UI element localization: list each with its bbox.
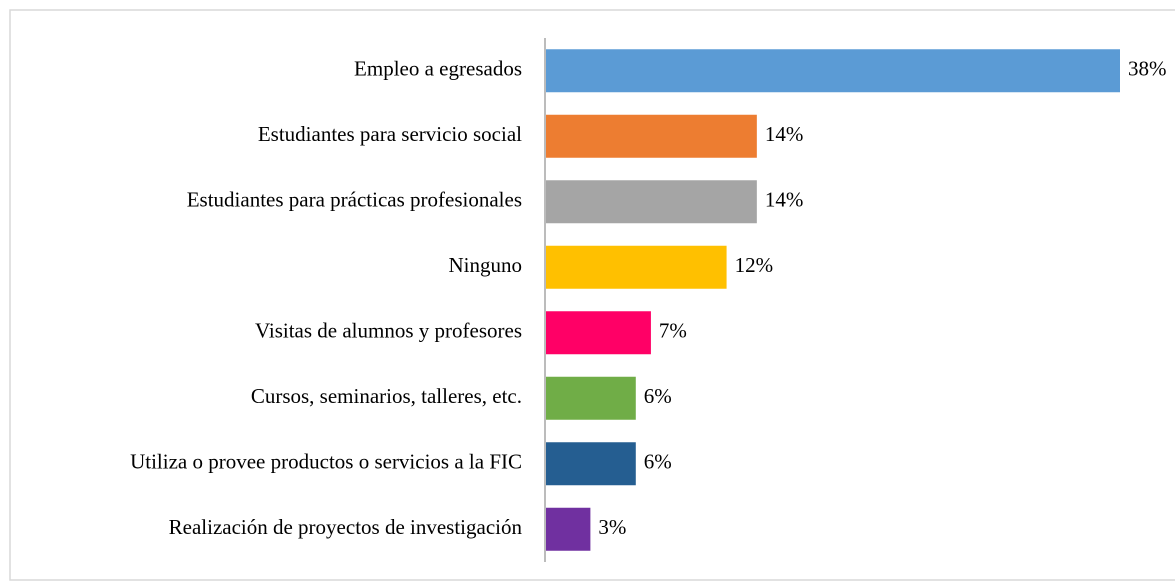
category-label: Ninguno	[449, 253, 523, 277]
category-label: Utiliza o provee productos o servicios a…	[130, 450, 522, 474]
chart-frame	[9, 9, 1175, 581]
value-label: 6%	[644, 450, 672, 474]
category-label: Cursos, seminarios, talleres, etc.	[251, 384, 522, 408]
value-label: 6%	[644, 384, 672, 408]
bar	[546, 245, 727, 289]
bar	[546, 114, 757, 158]
category-label: Empleo a egresados	[354, 57, 522, 81]
bar	[546, 311, 651, 355]
category-label: Visitas de alumnos y profesores	[255, 319, 522, 343]
value-label: 3%	[598, 515, 626, 539]
value-label: 12%	[735, 253, 774, 277]
category-label: Estudiantes para prácticas profesionales	[187, 188, 522, 212]
value-label: 7%	[659, 319, 687, 343]
bar	[546, 49, 1120, 93]
category-label: Estudiantes para servicio social	[258, 122, 522, 146]
category-label: Realización de proyectos de investigació…	[169, 515, 523, 539]
bar	[546, 376, 636, 420]
bar	[546, 507, 591, 551]
bar	[546, 180, 757, 224]
value-label: 14%	[765, 122, 804, 146]
value-label: 14%	[765, 188, 804, 212]
value-label: 38%	[1128, 57, 1167, 81]
bar	[546, 442, 636, 486]
